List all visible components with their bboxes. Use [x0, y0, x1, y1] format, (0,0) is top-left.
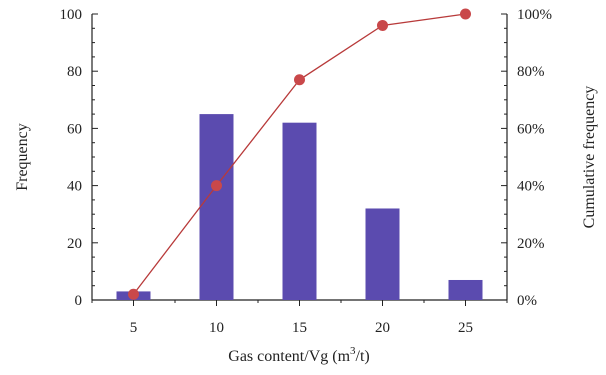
bar — [365, 208, 400, 300]
cumulative-point — [460, 8, 471, 20]
y-tick-label: 60 — [67, 121, 82, 137]
x-axis-title-main: Gas content/Vg (m — [228, 348, 350, 365]
y2-tick-label: 40% — [517, 179, 545, 195]
x-axis-title-tail: /t) — [356, 348, 370, 365]
x-tick-label: 15 — [292, 320, 307, 336]
tick-labels: 0 20 40 60 80 100 0% 20% 40% 60% 80% 100% 5 10 15 20 25 — [60, 7, 553, 336]
y-tick-label: 20 — [67, 236, 82, 252]
x-tick-label: 25 — [458, 320, 473, 336]
cumulative-point — [294, 74, 305, 86]
y-tick-label: 0 — [75, 293, 83, 309]
y-tick-label: 100 — [60, 7, 83, 23]
y-axis-title: Frequency — [14, 123, 31, 191]
bar — [282, 122, 317, 301]
x-axis-title-superscript: 3 — [350, 345, 356, 357]
x-axis-title: Gas content/Vg (m3/t) — [228, 345, 369, 365]
bar-series — [116, 114, 483, 301]
x-tick-label: 20 — [375, 320, 390, 336]
y2-tick-label: 20% — [517, 236, 545, 252]
y2-tick-label: 80% — [517, 64, 545, 80]
cumulative-point — [377, 19, 388, 31]
y-tick-label: 40 — [67, 179, 82, 195]
bar — [199, 114, 234, 300]
x-tick-label: 10 — [209, 320, 224, 336]
cumulative-point — [211, 180, 222, 192]
y2-tick-label: 0% — [517, 293, 537, 309]
y2-axis-title: Cumulative frequency — [581, 86, 598, 229]
y2-tick-label: 60% — [517, 121, 545, 137]
cumulative-point — [128, 288, 139, 300]
bar — [448, 279, 483, 300]
x-tick-label: 5 — [130, 320, 138, 336]
y-tick-label: 80 — [67, 64, 82, 80]
cumulative-line-series — [128, 8, 471, 300]
y2-tick-label: 100% — [517, 7, 552, 23]
